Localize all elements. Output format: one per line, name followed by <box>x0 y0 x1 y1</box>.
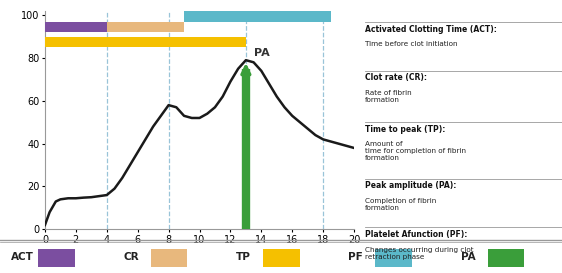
Text: Clot rate (CR):: Clot rate (CR): <box>365 73 427 82</box>
Text: Activated Clotting Time (ACT):: Activated Clotting Time (ACT): <box>365 25 497 34</box>
Text: PA: PA <box>253 48 269 58</box>
Text: Peak amplitude (PA):: Peak amplitude (PA): <box>365 181 457 190</box>
Text: Changes occurring during clot
retraction phase: Changes occurring during clot retraction… <box>365 247 474 260</box>
Text: ACT: ACT <box>11 252 34 262</box>
Text: Time before clot initiation: Time before clot initiation <box>365 41 458 48</box>
Bar <box>38 249 75 267</box>
Text: Completion of fibrin
formation: Completion of fibrin formation <box>365 198 437 211</box>
Text: CR: CR <box>124 252 139 262</box>
Bar <box>375 249 412 267</box>
Text: TP: TP <box>236 252 251 262</box>
Text: PF: PF <box>348 252 363 262</box>
Text: Amount of
time for completion of fibrin
formation: Amount of time for completion of fibrin … <box>365 141 466 161</box>
Text: Platelet Afunction (PF):: Platelet Afunction (PF): <box>365 230 468 239</box>
Text: PA: PA <box>461 252 475 262</box>
Text: Rate of fibrin
formation: Rate of fibrin formation <box>365 90 412 103</box>
Text: Time to peak (TP):: Time to peak (TP): <box>365 125 446 134</box>
Bar <box>263 249 300 267</box>
Bar <box>151 249 187 267</box>
Bar <box>488 249 524 267</box>
